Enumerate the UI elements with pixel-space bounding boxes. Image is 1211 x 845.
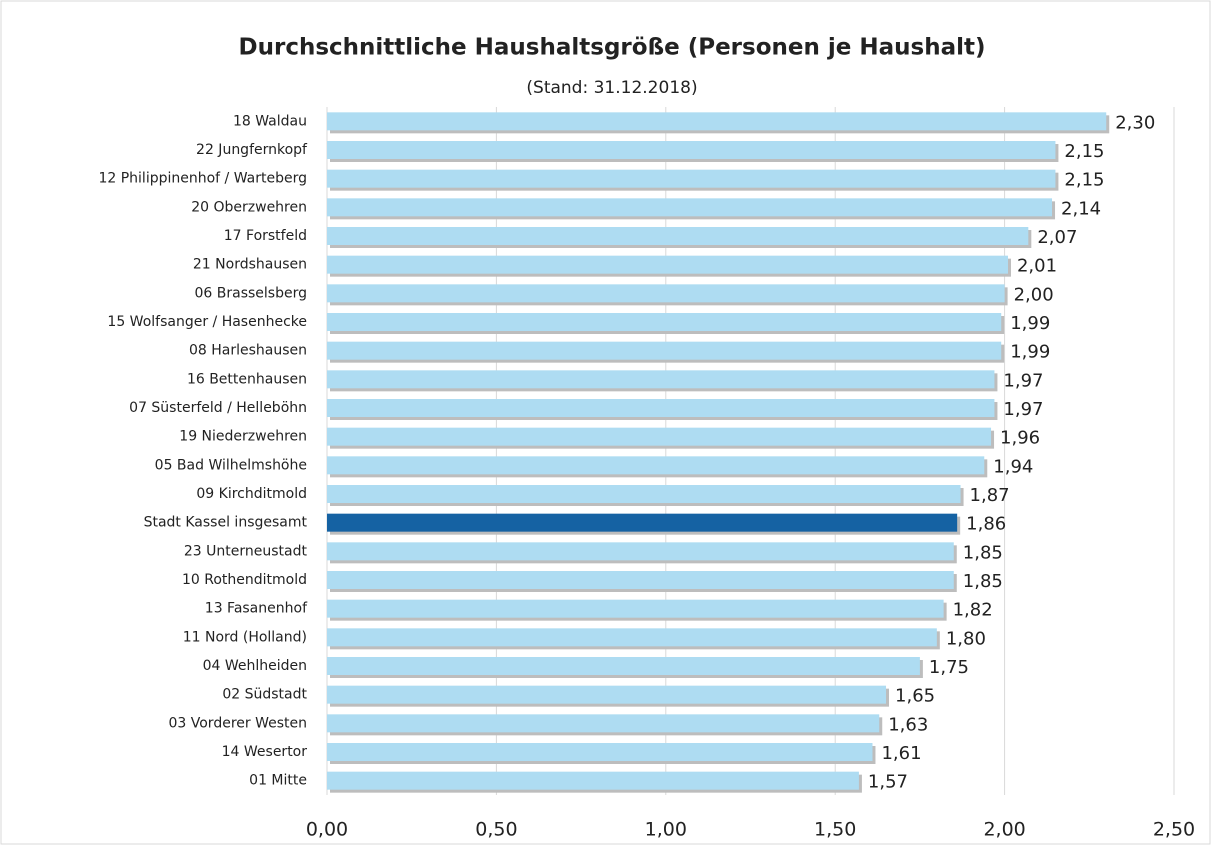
bar [327, 542, 954, 561]
value-label: 1,97 [1003, 370, 1043, 391]
y-tick-label: 23 Unterneustadt [184, 543, 308, 559]
bar [327, 599, 944, 618]
bar [327, 771, 859, 790]
y-tick-label: 04 Wehlheiden [203, 658, 307, 674]
bar [327, 485, 961, 503]
y-tick-label: 06 Brasselsberg [195, 285, 308, 301]
bar [327, 714, 880, 733]
y-tick-label: 22 Jungfernkopf [196, 142, 308, 158]
bar [327, 255, 1008, 274]
y-tick-label: 15 Wolfsanger / Hasenhecke [107, 314, 307, 330]
y-tick-label: 18 Waldau [233, 113, 307, 129]
value-label: 1,85 [963, 571, 1003, 592]
bar [327, 685, 887, 704]
value-label: 2,15 [1064, 141, 1104, 162]
bar [327, 112, 1107, 131]
bar [327, 657, 920, 675]
value-label: 1,82 [953, 600, 993, 621]
bar [327, 399, 995, 417]
y-tick-label: 19 Niederzwehren [179, 429, 307, 445]
y-tick-label: 17 Forstfeld [224, 228, 307, 244]
value-label: 1,97 [1003, 399, 1043, 420]
y-tick-label: 05 Bad Wilhelmshöhe [155, 457, 307, 473]
y-tick-label: 14 Wesertor [222, 744, 308, 760]
value-label: 2,15 [1064, 170, 1104, 191]
y-tick-label: 13 Fasanenhof [205, 601, 308, 617]
bar [327, 227, 1029, 245]
chart-subtitle: (Stand: 31.12.2018) [526, 78, 697, 98]
y-tick-label: 09 Kirchditmold [196, 486, 307, 502]
bar [327, 169, 1056, 188]
y-tick-label: 01 Mitte [249, 773, 307, 789]
bar [327, 456, 985, 475]
x-tick-label: 1,50 [814, 819, 856, 841]
value-label: 2,07 [1037, 227, 1077, 248]
x-tick-label: 2,50 [1153, 819, 1195, 841]
value-label: 1,85 [963, 542, 1003, 563]
x-tick-label: 1,00 [645, 819, 687, 841]
bar [327, 141, 1056, 159]
value-label: 2,14 [1061, 198, 1101, 219]
y-tick-label: 02 Südstadt [222, 687, 307, 703]
bar [327, 313, 1002, 331]
y-tick-label: 11 Nord (Holland) [183, 629, 307, 645]
bar [327, 198, 1053, 217]
value-label: 1,96 [1000, 428, 1040, 449]
value-label: 2,00 [1014, 284, 1054, 305]
bar [327, 628, 937, 647]
value-label: 1,99 [1010, 313, 1050, 334]
bar [327, 571, 954, 589]
y-tick-label: 03 Vorderer Westen [168, 715, 307, 731]
y-tick-label: 12 Philippinenhof / Warteberg [98, 171, 307, 187]
x-tick-label: 2,00 [983, 819, 1025, 841]
value-label: 1,99 [1010, 342, 1050, 363]
y-tick-label: 21 Nordshausen [193, 257, 307, 273]
value-label: 1,61 [881, 743, 921, 764]
bar [327, 284, 1005, 303]
x-tick-label: 0,50 [475, 819, 517, 841]
bar [327, 341, 1002, 360]
y-tick-label: 08 Harleshausen [189, 343, 307, 359]
bar [327, 743, 873, 761]
value-label: 1,75 [929, 657, 969, 678]
value-label: 1,65 [895, 686, 935, 707]
chart-title: Durchschnittliche Haushaltsgröße (Person… [239, 35, 986, 61]
value-label: 1,80 [946, 628, 986, 649]
value-label: 1,57 [868, 772, 908, 793]
bar [327, 513, 958, 532]
value-label: 2,30 [1115, 112, 1155, 133]
value-label: 1,87 [970, 485, 1010, 506]
value-label: 1,86 [966, 514, 1006, 535]
y-tick-label: 10 Rothenditmold [182, 572, 307, 588]
bar [327, 427, 992, 446]
y-tick-label: 20 Oberzwehren [191, 199, 307, 215]
y-tick-label: 07 Süsterfeld / Helleböhn [129, 400, 307, 416]
y-tick-label: 16 Bettenhausen [187, 371, 307, 387]
value-label: 2,01 [1017, 256, 1057, 277]
y-tick-label: Stadt Kassel insgesamt [144, 515, 308, 531]
x-tick-label: 0,00 [306, 819, 348, 841]
bar [327, 370, 995, 389]
value-label: 1,94 [993, 456, 1033, 477]
value-label: 1,63 [888, 714, 928, 735]
